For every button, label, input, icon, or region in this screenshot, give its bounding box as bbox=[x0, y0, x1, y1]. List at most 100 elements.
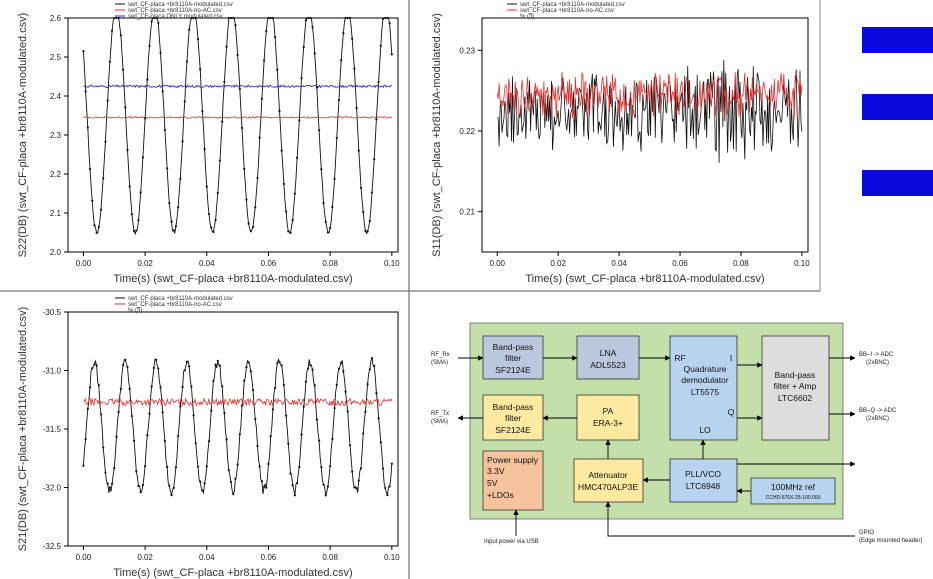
bpf-tx-l2: filter bbox=[505, 413, 521, 423]
bpf-amp-l3: LTC6602 bbox=[778, 393, 813, 403]
y-tick-label: 2.2 bbox=[50, 170, 62, 179]
series-point bbox=[322, 202, 325, 205]
series-point bbox=[205, 465, 208, 468]
series-point bbox=[163, 128, 167, 132]
series-point bbox=[137, 219, 140, 222]
series-point bbox=[320, 168, 323, 171]
y-tick-label: 0.21 bbox=[459, 208, 475, 217]
series-point bbox=[379, 44, 382, 47]
series-point bbox=[362, 432, 365, 435]
series-point bbox=[207, 213, 211, 216]
series-point bbox=[377, 417, 380, 420]
x-tick-label: 0.08 bbox=[322, 553, 338, 562]
series-point bbox=[256, 444, 259, 448]
series-point bbox=[368, 219, 371, 223]
series-point bbox=[91, 367, 94, 370]
series-point bbox=[113, 467, 116, 470]
series-point bbox=[313, 384, 316, 387]
series-point bbox=[199, 480, 202, 483]
series-line bbox=[83, 84, 392, 89]
series-point bbox=[348, 16, 352, 20]
demod-l2: demodulator bbox=[681, 375, 728, 385]
lna-l2: ADL5523 bbox=[590, 360, 626, 370]
y-tick-label: -31.5 bbox=[43, 425, 62, 434]
series-point bbox=[117, 16, 120, 20]
series-point bbox=[168, 202, 171, 205]
series-point bbox=[366, 383, 369, 386]
series-point bbox=[291, 484, 294, 487]
series-point bbox=[106, 99, 109, 102]
series-point bbox=[115, 16, 118, 20]
legend-extra: % (3) bbox=[128, 308, 142, 314]
series-point bbox=[245, 366, 248, 369]
series-point bbox=[146, 78, 149, 81]
series-point bbox=[262, 485, 266, 488]
series-point bbox=[201, 109, 204, 113]
series-point bbox=[340, 361, 343, 365]
series-point bbox=[249, 230, 252, 233]
x-tick-label: 0.04 bbox=[199, 553, 215, 562]
series-point bbox=[148, 412, 151, 415]
legend-label: swt_CF-placa +br8110A-no-AC.csv bbox=[128, 302, 222, 308]
x-tick-label: 0.04 bbox=[611, 259, 627, 268]
series-point bbox=[232, 492, 235, 496]
y-tick-label: 2.1 bbox=[50, 209, 62, 218]
series-point bbox=[280, 364, 283, 367]
series-point bbox=[373, 364, 376, 368]
series-point bbox=[82, 50, 85, 53]
series-point bbox=[333, 407, 336, 410]
series-point bbox=[287, 230, 290, 233]
series-point bbox=[150, 20, 153, 23]
series-point bbox=[84, 438, 87, 441]
series-point bbox=[166, 465, 169, 469]
series-point bbox=[141, 483, 144, 487]
series-point bbox=[161, 411, 164, 414]
series-point bbox=[271, 16, 274, 20]
series-point bbox=[364, 229, 367, 232]
series-point bbox=[128, 185, 131, 188]
x-axis-label: Time(s) (swt_CF-placa +br8110A-modulated… bbox=[113, 273, 352, 285]
series-point bbox=[390, 53, 393, 56]
bpf-rx-l2: filter bbox=[505, 353, 521, 363]
series-point bbox=[86, 407, 89, 410]
series-point bbox=[293, 494, 297, 497]
series-point bbox=[115, 435, 118, 438]
series-point bbox=[88, 386, 92, 389]
series-point bbox=[309, 16, 312, 20]
series-point bbox=[243, 379, 246, 382]
x-tick-label: 0.00 bbox=[76, 259, 92, 268]
series-point bbox=[282, 383, 285, 387]
series-point bbox=[221, 120, 224, 123]
rf-rx-sub: (SMA) bbox=[431, 360, 448, 366]
series-point bbox=[214, 363, 217, 366]
series-point bbox=[296, 482, 299, 485]
series-point bbox=[201, 489, 204, 492]
legend-label: swt_CF-placa ONLY modulated.csv bbox=[128, 14, 222, 20]
y-tick-label: 2.0 bbox=[50, 248, 62, 257]
series-point bbox=[179, 405, 182, 408]
series-point bbox=[320, 466, 323, 469]
x-tick-label: 0.00 bbox=[489, 259, 505, 268]
series-point bbox=[159, 386, 162, 389]
series-point bbox=[150, 385, 153, 388]
x-tick-label: 0.00 bbox=[76, 553, 92, 562]
series-point bbox=[196, 465, 200, 468]
pll-l1: PLL/VCO bbox=[685, 469, 721, 479]
series-point bbox=[302, 405, 305, 408]
series-point bbox=[326, 231, 330, 234]
series-point bbox=[262, 59, 266, 62]
demod-l3: LT5575 bbox=[691, 387, 719, 397]
series-point bbox=[132, 439, 136, 442]
series-point bbox=[196, 38, 200, 41]
series-point bbox=[359, 467, 363, 470]
series-point bbox=[218, 364, 222, 367]
series-point bbox=[271, 408, 274, 411]
bpf-amp-l1: Band-pass bbox=[775, 370, 816, 380]
series-point bbox=[251, 225, 255, 229]
series-point bbox=[130, 213, 133, 216]
series-point bbox=[95, 364, 98, 367]
series-line bbox=[496, 71, 803, 120]
y-axis-label: S11(DB) (swt_CF-placa +br8110A-modulated… bbox=[431, 13, 443, 257]
series-point bbox=[379, 441, 382, 444]
bpf-tx-l1: Band-pass bbox=[493, 402, 534, 412]
